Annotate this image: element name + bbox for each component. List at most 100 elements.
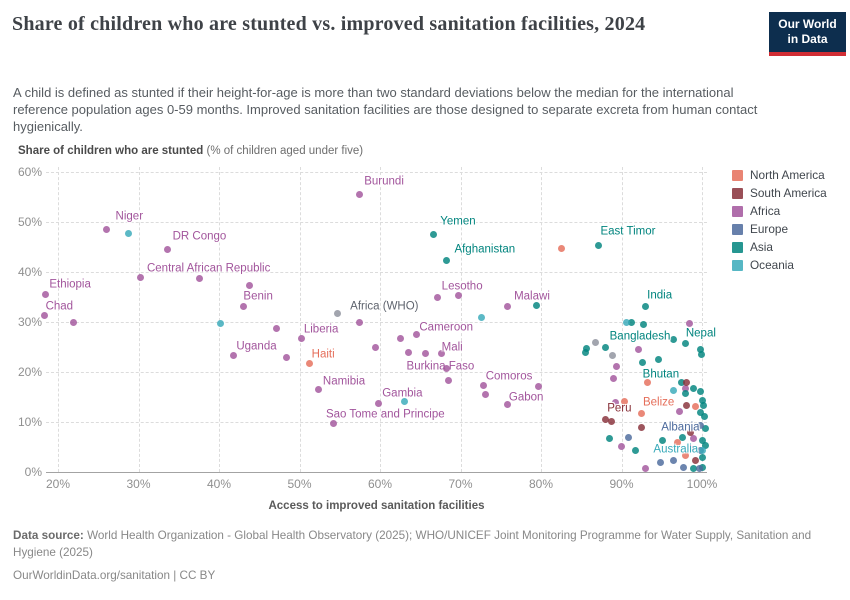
data-point-belize[interactable] (638, 409, 646, 417)
data-point-australia[interactable] (699, 446, 707, 454)
data-point[interactable] (692, 402, 700, 410)
data-point-afghanistan[interactable] (443, 256, 451, 264)
data-point-malawi[interactable] (504, 302, 512, 310)
data-point[interactable] (557, 244, 565, 252)
data-point[interactable] (400, 398, 408, 405)
legend-item-asia[interactable]: Asia (732, 238, 827, 256)
data-point-chad[interactable] (40, 311, 48, 319)
data-point[interactable] (659, 436, 667, 444)
data-point[interactable] (454, 291, 462, 299)
data-point-east-timor[interactable] (595, 241, 603, 249)
data-point-nepal[interactable] (682, 339, 690, 347)
data-point[interactable] (681, 389, 689, 397)
data-point-india[interactable] (642, 302, 650, 310)
data-point[interactable] (699, 453, 707, 461)
data-point-africa-who-[interactable] (333, 309, 341, 317)
data-point[interactable] (622, 318, 630, 326)
data-point[interactable] (246, 281, 254, 289)
data-point[interactable] (583, 344, 591, 352)
data-point[interactable] (69, 318, 77, 326)
data-point[interactable] (125, 229, 133, 237)
data-point[interactable] (687, 428, 695, 436)
data-point[interactable] (679, 463, 687, 471)
data-point[interactable] (634, 345, 642, 353)
data-point-haiti[interactable] (305, 359, 313, 367)
data-point[interactable] (682, 451, 690, 459)
data-point[interactable] (682, 384, 690, 392)
data-point[interactable] (687, 444, 695, 452)
data-point[interactable] (698, 396, 706, 404)
data-point[interactable] (397, 334, 405, 342)
data-point[interactable] (613, 362, 621, 370)
data-point[interactable] (696, 345, 704, 353)
data-point[interactable] (217, 319, 225, 327)
legend-item-oceania[interactable]: Oceania (732, 256, 827, 274)
data-point[interactable] (592, 338, 600, 346)
data-point[interactable] (601, 343, 609, 351)
data-point-comoros[interactable] (479, 381, 487, 389)
data-point[interactable] (609, 351, 617, 359)
data-point[interactable] (675, 407, 683, 415)
data-point[interactable] (581, 348, 589, 356)
data-point[interactable] (625, 433, 633, 441)
data-point[interactable] (631, 446, 639, 454)
data-point[interactable] (371, 343, 379, 351)
data-point[interactable] (679, 433, 687, 441)
data-point-cameroon[interactable] (412, 330, 420, 338)
data-point-peru[interactable] (601, 415, 609, 423)
data-point[interactable] (642, 464, 650, 472)
data-point[interactable] (690, 464, 698, 472)
data-point-gabon[interactable] (503, 400, 511, 408)
data-point[interactable] (670, 386, 678, 394)
data-point-yemen[interactable] (430, 230, 438, 238)
data-point[interactable] (683, 378, 691, 386)
data-point[interactable] (611, 398, 619, 406)
data-point[interactable] (535, 382, 543, 390)
data-point-bhutan[interactable] (678, 378, 686, 386)
data-point[interactable] (639, 320, 647, 328)
data-point[interactable] (696, 464, 704, 472)
legend-item-north_america[interactable]: North America (732, 166, 827, 184)
data-point-benin[interactable] (239, 302, 247, 310)
data-point-lesotho[interactable] (433, 293, 441, 301)
data-point[interactable] (655, 355, 663, 363)
data-point[interactable] (696, 408, 704, 416)
data-point-central-african-republic[interactable] (196, 274, 204, 282)
data-point[interactable] (481, 390, 489, 398)
data-point-bangladesh[interactable] (669, 335, 677, 343)
data-point-mali[interactable] (437, 349, 445, 357)
data-point[interactable] (627, 318, 635, 326)
data-point-sao-tome-and-principe[interactable] (329, 419, 337, 427)
data-point[interactable] (696, 387, 704, 395)
data-point[interactable] (669, 456, 677, 464)
data-point-albania[interactable] (696, 421, 704, 429)
data-point[interactable] (700, 401, 708, 409)
data-point[interactable] (605, 434, 613, 442)
data-point[interactable] (643, 378, 651, 386)
data-point-uganda[interactable] (229, 351, 237, 359)
data-point[interactable] (638, 423, 646, 431)
data-point[interactable] (657, 458, 665, 466)
data-point[interactable] (618, 442, 625, 450)
data-point-burkina-faso[interactable] (444, 376, 452, 384)
data-point[interactable] (701, 424, 709, 432)
data-point[interactable] (674, 438, 682, 446)
data-point[interactable] (621, 397, 629, 405)
data-point[interactable] (700, 412, 708, 420)
data-point[interactable] (638, 358, 646, 366)
data-point-ethiopia[interactable] (41, 290, 49, 298)
data-point[interactable] (690, 384, 698, 392)
data-point[interactable] (477, 313, 485, 321)
legend-item-south_america[interactable]: South America (732, 184, 827, 202)
data-point[interactable] (701, 441, 709, 449)
data-point[interactable] (697, 350, 705, 358)
data-point[interactable] (273, 324, 281, 332)
legend-item-europe[interactable]: Europe (732, 220, 827, 238)
data-point-burundi[interactable] (355, 190, 363, 198)
data-point-namibia[interactable] (314, 385, 322, 393)
data-point[interactable] (690, 434, 698, 442)
data-point-gambia[interactable] (374, 399, 382, 407)
data-point[interactable] (686, 319, 694, 327)
data-point[interactable] (421, 349, 429, 357)
data-point[interactable] (405, 348, 413, 356)
